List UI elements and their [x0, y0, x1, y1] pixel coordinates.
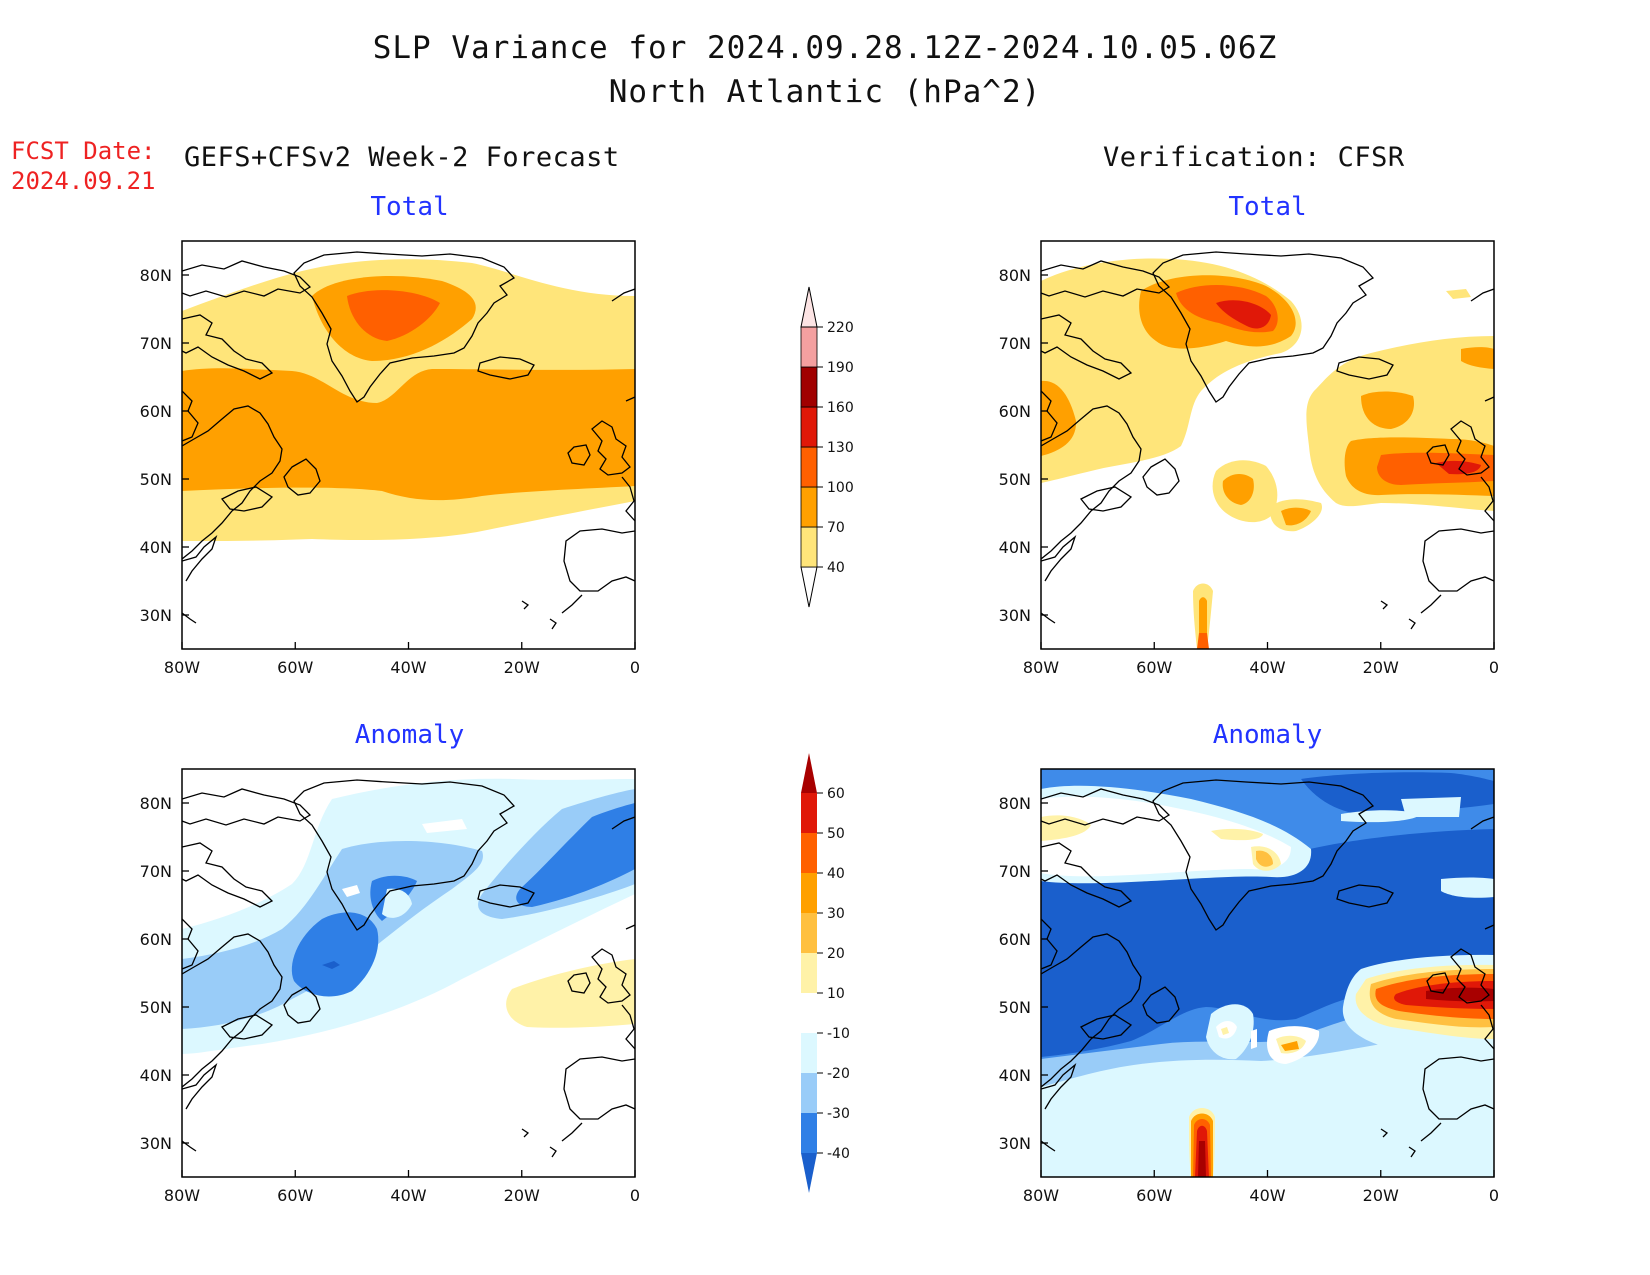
total-colorbar-box: [800, 486, 818, 528]
main-title: SLP Variance for 2024.09.28.12Z-2024.10.…: [372, 30, 1278, 66]
axes-layer: 80N 70N 60N 50N 40N 30N 80W 60W 40W 20W 0 80N 70N 60N…: [140, 266, 1499, 1205]
total-colorbar-box: [800, 406, 818, 448]
fcst-date-value: 2024.09.21: [11, 167, 156, 195]
lon-tick-label: 40W: [390, 1186, 426, 1205]
lat-tick-label: 60N: [140, 402, 172, 421]
lon-tick-label: 80W: [1023, 658, 1059, 677]
lat-tick-label: 30N: [999, 1134, 1031, 1153]
lon-tick-label: 60W: [1136, 1186, 1172, 1205]
anomaly-colorbar-label: 60: [827, 786, 845, 802]
total-colorbar-box: [800, 526, 818, 568]
total-colorbar: 40 70 100 130 160 190 220: [800, 286, 854, 608]
total-colorbar-lower-cap: [800, 566, 818, 608]
forecast-anomaly-map: [182, 769, 635, 1177]
lat-tick-label: 40N: [140, 1066, 172, 1085]
lat-tick-label: 80N: [140, 794, 172, 813]
lon-tick-label: 60W: [1136, 658, 1172, 677]
anomaly-colorbar-box: [801, 793, 817, 833]
total-colorbar-label: 40: [827, 560, 845, 576]
subtitle: North Atlantic (hPa^2): [608, 74, 1042, 110]
anomaly-colorbar-label: -40: [827, 1146, 850, 1162]
lat-tick-label: 60N: [999, 402, 1031, 421]
anomaly-colorbar-lower-cap: [801, 1153, 817, 1193]
verification-anomaly-map: [1041, 769, 1494, 1177]
total-colorbar-box: [800, 446, 818, 488]
total-colorbar-label: 190: [827, 360, 854, 376]
lat-tick-label: 60N: [999, 930, 1031, 949]
lat-tick-label: 60N: [140, 930, 172, 949]
total-colorbar-upper-cap: [800, 286, 818, 328]
verification-total-title: Total: [1228, 192, 1307, 222]
forecast-total-map: [182, 241, 635, 649]
anomaly-colorbar-label: 50: [827, 826, 845, 842]
lon-tick-label: 0: [630, 658, 640, 677]
anomaly-colorbar-box: [801, 993, 817, 1033]
anomaly-colorbar-label: 30: [827, 906, 845, 922]
lon-tick-label: 40W: [1249, 1186, 1285, 1205]
lon-tick-label: 80W: [164, 658, 200, 677]
total-colorbar-box: [800, 326, 818, 368]
total-colorbar-label: 100: [827, 480, 854, 496]
total-colorbar-label: 160: [827, 400, 854, 416]
verification-total-map: [1041, 241, 1494, 649]
lon-tick-label: 40W: [390, 658, 426, 677]
lon-tick-label: 20W: [504, 1186, 540, 1205]
lat-tick-label: 70N: [999, 334, 1031, 353]
lat-tick-label: 30N: [140, 1134, 172, 1153]
lon-tick-label: 60W: [277, 1186, 313, 1205]
lon-tick-label: 80W: [164, 1186, 200, 1205]
anomaly-colorbar-box: [801, 953, 817, 993]
anomaly-colorbar-label: 40: [827, 866, 845, 882]
anomaly-colorbar-box: [801, 1113, 817, 1153]
lat-tick-label: 50N: [999, 470, 1031, 489]
lat-tick-label: 40N: [999, 538, 1031, 557]
lon-tick-label: 60W: [277, 658, 313, 677]
lat-tick-label: 50N: [999, 998, 1031, 1017]
lat-tick-label: 80N: [140, 266, 172, 285]
verification-anomaly-title: Anomaly: [1212, 720, 1323, 750]
total-colorbar-label: 220: [827, 320, 854, 336]
lat-tick-label: 80N: [999, 794, 1031, 813]
anomaly-colorbar-box: [801, 1033, 817, 1073]
lon-tick-label: 0: [1489, 1186, 1499, 1205]
anomaly-colorbar-upper-cap: [801, 753, 817, 793]
total-colorbar-label: 130: [827, 440, 854, 456]
anomaly-colorbar: -40 -30 -20 -10 10 20 30 40 50 60: [801, 753, 850, 1193]
anomaly-colorbar-box: [801, 1073, 817, 1113]
total-colorbar-label: 70: [827, 520, 845, 536]
anomaly-colorbar-box: [801, 873, 817, 913]
lat-tick-label: 40N: [999, 1066, 1031, 1085]
lon-tick-label: 0: [1489, 658, 1499, 677]
lon-tick-label: 20W: [504, 658, 540, 677]
verification-column-heading: Verification: CFSR: [1103, 142, 1405, 173]
fcst-date-label: FCST Date:: [11, 137, 156, 165]
total-colorbar-box: [800, 366, 818, 408]
forecast-column-heading: GEFS+CFSv2 Week-2 Forecast: [184, 142, 620, 173]
forecast-total-title: Total: [370, 192, 449, 222]
lon-tick-label: 20W: [1363, 658, 1399, 677]
lon-tick-label: 20W: [1363, 1186, 1399, 1205]
anomaly-colorbar-label: -20: [827, 1066, 850, 1082]
anomaly-colorbar-label: 20: [827, 946, 845, 962]
lon-tick-label: 80W: [1023, 1186, 1059, 1205]
lat-tick-label: 30N: [140, 606, 172, 625]
lat-tick-label: 70N: [999, 862, 1031, 881]
anomaly-colorbar-box: [801, 913, 817, 953]
lat-tick-label: 80N: [999, 266, 1031, 285]
lon-tick-label: 0: [630, 1186, 640, 1205]
lon-tick-label: 40W: [1249, 658, 1285, 677]
lat-tick-label: 50N: [140, 998, 172, 1017]
anomaly-colorbar-box: [801, 833, 817, 873]
lat-tick-label: 50N: [140, 470, 172, 489]
lat-tick-label: 40N: [140, 538, 172, 557]
anomaly-colorbar-label: -10: [827, 1026, 850, 1042]
forecast-anomaly-title: Anomaly: [354, 720, 465, 750]
anomaly-colorbar-label: -30: [827, 1106, 850, 1122]
anomaly-colorbar-label: 10: [827, 986, 845, 1002]
lat-tick-label: 70N: [140, 862, 172, 881]
lat-tick-label: 30N: [999, 606, 1031, 625]
lat-tick-label: 70N: [140, 334, 172, 353]
